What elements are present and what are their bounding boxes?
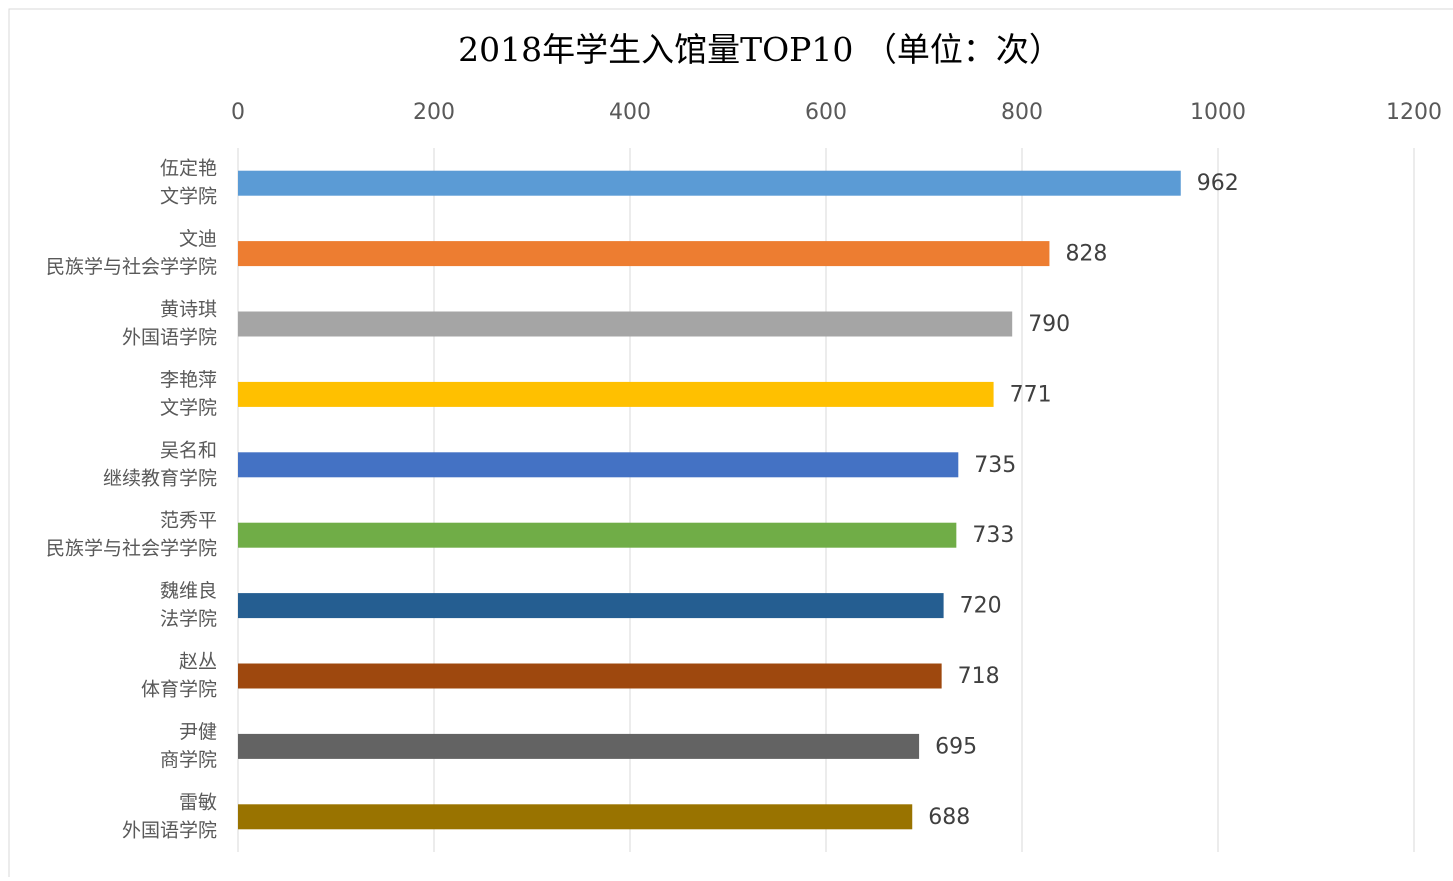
chart-title: 2018年学生入馆量TOP10 （单位：次）	[458, 30, 1062, 69]
y-tick-label: 文迪	[179, 228, 217, 250]
y-tick-label: 外国语学院	[122, 327, 217, 349]
y-tick-label: 黄诗琪	[160, 299, 217, 321]
y-tick-label: 外国语学院	[122, 819, 217, 841]
y-tick-label: 魏维良	[160, 580, 217, 602]
data-label: 720	[960, 594, 1002, 619]
x-tick-label: 1200	[1386, 100, 1442, 125]
x-tick-label: 1000	[1190, 100, 1246, 125]
y-tick-label: 民族学与社会学学院	[46, 256, 217, 278]
bar	[238, 663, 942, 689]
data-label: 688	[928, 805, 970, 830]
bar	[238, 452, 959, 478]
y-tick-label: 民族学与社会学学院	[46, 538, 217, 560]
data-label: 733	[972, 523, 1014, 548]
x-tick-label: 600	[805, 100, 847, 125]
y-tick-label: 范秀平	[160, 510, 217, 532]
bar	[238, 381, 994, 407]
x-tick-label: 200	[413, 100, 455, 125]
bar	[238, 733, 920, 759]
x-tick-label: 800	[1001, 100, 1043, 125]
y-tick-label: 法学院	[160, 608, 217, 630]
data-label: 718	[958, 664, 1000, 689]
y-tick-label: 商学院	[160, 749, 217, 771]
y-tick-label: 吴名和	[160, 439, 217, 461]
x-tick-label: 0	[231, 100, 245, 125]
y-tick-label: 赵丛	[179, 651, 217, 673]
bar	[238, 311, 1013, 337]
y-tick-label: 继续教育学院	[103, 467, 217, 489]
data-label: 695	[935, 734, 977, 759]
y-tick-label: 文学院	[160, 186, 217, 208]
y-tick-label: 体育学院	[141, 679, 217, 701]
y-tick-label: 文学院	[160, 397, 217, 419]
data-label: 828	[1065, 242, 1107, 267]
bar	[238, 804, 913, 830]
y-tick-label: 李艳萍	[160, 369, 217, 391]
y-tick-label: 伍定艳	[160, 158, 217, 180]
bar	[238, 522, 957, 548]
data-label: 735	[974, 453, 1016, 478]
y-tick-label: 雷敏	[179, 791, 217, 813]
x-tick-label: 400	[609, 100, 651, 125]
bar	[238, 593, 944, 619]
y-tick-label: 尹健	[179, 721, 217, 743]
data-label: 790	[1028, 312, 1070, 337]
bar	[238, 241, 1050, 267]
data-label: 771	[1010, 382, 1052, 407]
data-label: 962	[1197, 171, 1239, 196]
bar	[238, 170, 1181, 196]
